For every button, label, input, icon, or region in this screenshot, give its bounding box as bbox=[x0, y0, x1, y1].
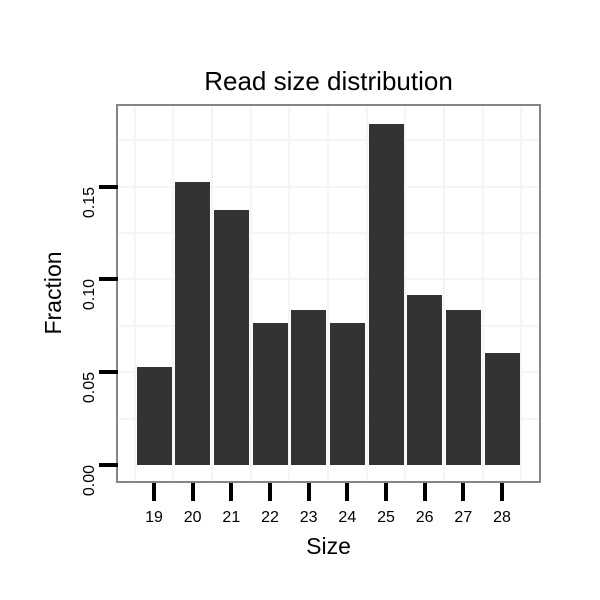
x-tick-label-22: 22 bbox=[261, 509, 279, 526]
chart-title: Read size distribution bbox=[204, 66, 453, 96]
x-tick-27 bbox=[461, 483, 466, 501]
x-tick-label-26: 26 bbox=[415, 509, 434, 526]
gridline-vertical bbox=[404, 106, 407, 481]
bar-size-28 bbox=[484, 352, 520, 466]
y-tick-0.00 bbox=[99, 463, 118, 468]
gridline-vertical bbox=[520, 106, 523, 481]
x-tick-label-19: 19 bbox=[145, 509, 163, 526]
y-tick-label-0.00: 0.00 bbox=[81, 465, 98, 497]
x-tick-label-20: 20 bbox=[183, 509, 202, 526]
gridline-vertical bbox=[133, 106, 136, 481]
gridline-vertical bbox=[249, 106, 252, 481]
x-tick-19 bbox=[152, 483, 156, 501]
gridline-vertical bbox=[327, 106, 329, 481]
gridline-vertical bbox=[211, 106, 213, 481]
bar-size-26 bbox=[407, 295, 443, 466]
gridline-vertical bbox=[288, 106, 291, 481]
y-tick-label-0.10: 0.10 bbox=[81, 279, 98, 311]
plot-area bbox=[118, 106, 539, 481]
x-tick-22 bbox=[268, 483, 272, 501]
x-tick-label-21: 21 bbox=[222, 509, 241, 526]
x-tick-label-24: 24 bbox=[338, 509, 357, 526]
x-tick-26 bbox=[422, 483, 427, 501]
x-tick-28 bbox=[500, 483, 504, 501]
x-tick-23 bbox=[306, 483, 311, 501]
x-tick-label-28: 28 bbox=[493, 509, 511, 526]
x-tick-20 bbox=[190, 483, 195, 501]
plot-panel bbox=[116, 104, 541, 483]
y-tick-0.10 bbox=[99, 277, 118, 282]
y-axis-title: Fraction bbox=[40, 251, 66, 335]
bar-size-24 bbox=[329, 323, 365, 466]
x-tick-label-23: 23 bbox=[299, 509, 318, 526]
gridline-vertical bbox=[365, 106, 368, 481]
bar-size-20 bbox=[175, 181, 211, 466]
bar-size-27 bbox=[445, 310, 481, 466]
gridline-vertical bbox=[443, 106, 445, 481]
bar-size-25 bbox=[368, 124, 404, 466]
x-tick-24 bbox=[345, 483, 350, 501]
gridline-vertical bbox=[481, 106, 484, 481]
y-tick-0.15 bbox=[99, 184, 118, 189]
y-tick-label-0.15: 0.15 bbox=[81, 186, 98, 218]
x-axis-title: Size bbox=[306, 533, 351, 559]
x-tick-label-27: 27 bbox=[454, 509, 473, 526]
bar-size-21 bbox=[213, 209, 249, 466]
x-tick-21 bbox=[229, 483, 234, 501]
y-tick-label-0.05: 0.05 bbox=[81, 372, 98, 404]
bar-size-22 bbox=[252, 323, 288, 466]
bar-size-23 bbox=[291, 310, 327, 466]
x-tick-25 bbox=[384, 483, 388, 501]
x-tick-label-25: 25 bbox=[377, 509, 395, 526]
gridline-vertical bbox=[172, 106, 175, 481]
bar-size-19 bbox=[136, 366, 172, 466]
y-tick-0.05 bbox=[99, 370, 118, 375]
